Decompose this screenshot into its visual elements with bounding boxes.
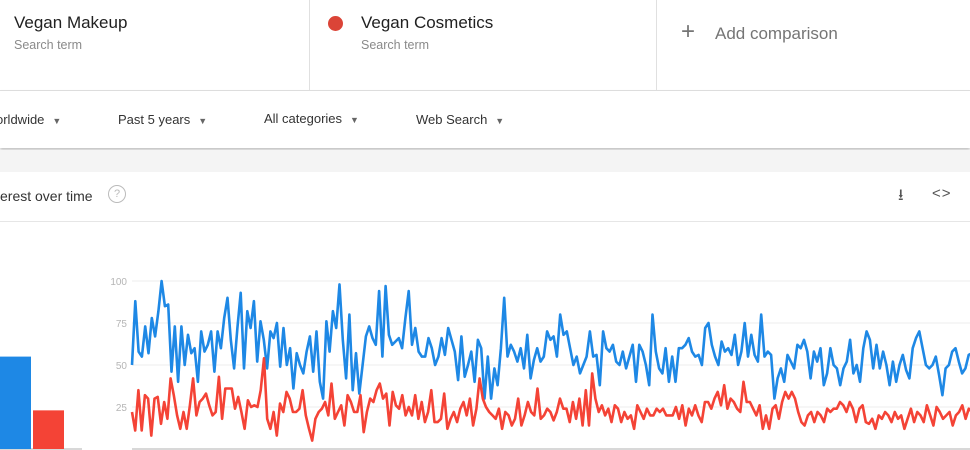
card-header: erest over time ? ⭳ <> xyxy=(0,172,970,222)
y-tick-label: 50 xyxy=(116,361,128,372)
filter-category-dropdown[interactable]: All categories ▼ xyxy=(264,111,359,126)
search-term-subtitle: Search term xyxy=(361,38,430,52)
card-title: erest over time xyxy=(0,188,93,204)
series-line-1 xyxy=(130,279,970,400)
add-comparison-label: Add comparison xyxy=(715,24,838,43)
filter-label: Past 5 years xyxy=(118,112,191,127)
help-icon[interactable]: ? xyxy=(108,185,126,203)
caret-down-icon: ▼ xyxy=(52,116,62,126)
filter-time-dropdown[interactable]: Past 5 years ▼ xyxy=(118,112,207,127)
filter-search-type-dropdown[interactable]: Web Search ▼ xyxy=(416,112,504,127)
filter-label: Web Search xyxy=(416,112,488,127)
caret-down-icon: ▼ xyxy=(495,116,505,126)
search-terms-bar: Vegan Makeup Search term Vegan Cosmetics… xyxy=(0,0,970,91)
y-tick-label: 75 xyxy=(116,319,128,330)
filter-region-dropdown[interactable]: orldwide ▼ xyxy=(0,112,61,127)
y-tick-label: 25 xyxy=(116,403,128,414)
filter-label: orldwide xyxy=(0,112,45,127)
series-line-2 xyxy=(130,357,970,442)
download-icon[interactable]: ⭳ xyxy=(898,187,904,204)
embed-icon[interactable]: <> xyxy=(932,185,952,202)
series-color-dot-icon xyxy=(328,16,343,31)
search-term-name[interactable]: Vegan Cosmetics xyxy=(361,13,494,32)
search-term-card-2[interactable]: Vegan Cosmetics Search term xyxy=(310,0,657,90)
average-bar-2 xyxy=(33,410,64,449)
y-tick-label: 100 xyxy=(110,277,127,288)
section-spacer xyxy=(0,150,970,172)
caret-down-icon: ▼ xyxy=(198,116,208,126)
interest-over-time-chart: 100 75 50 25 xyxy=(0,277,970,450)
search-term-card-1[interactable]: Vegan Makeup Search term xyxy=(0,0,310,90)
search-term-subtitle: Search term xyxy=(14,38,83,52)
average-bar-1 xyxy=(0,356,31,449)
add-comparison-button[interactable]: + Add comparison xyxy=(657,0,970,90)
caret-down-icon: ▼ xyxy=(350,115,359,125)
search-term-name[interactable]: Vegan Makeup xyxy=(14,13,128,32)
filter-label: All categories xyxy=(264,111,343,126)
filter-bar: orldwide ▼ Past 5 years ▼ All categories ▼ … xyxy=(0,91,970,148)
plus-icon: + xyxy=(681,18,696,45)
